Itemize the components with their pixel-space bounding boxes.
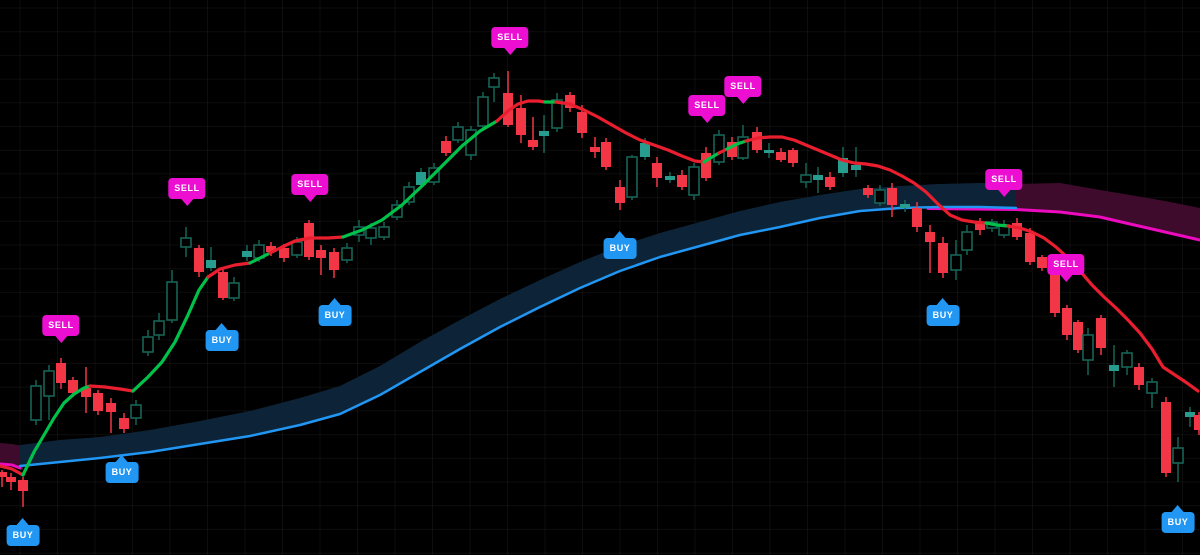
blue-band-line [18,205,1018,468]
buy-signal-marker[interactable]: BUY [318,305,352,326]
pink-band-line [926,207,1200,242]
sell-signal-marker[interactable]: SELL [168,178,206,199]
buy-signal-marker[interactable]: BUY [6,525,40,546]
buy-signal-marker[interactable]: BUY [1161,512,1195,533]
sell-signal-marker[interactable]: SELL [1047,254,1085,275]
sell-signal-marker[interactable]: SELL [42,315,80,336]
buy-signal-marker[interactable]: BUY [205,330,239,351]
sell-signal-marker[interactable]: SELL [291,174,329,195]
sell-signal-marker[interactable]: SELL [985,169,1023,190]
blue-trend-band [18,183,1018,468]
sell-signal-marker[interactable]: SELL [724,76,762,97]
trend-ma-line [0,99,1200,477]
pink-band-line-left [0,462,22,470]
buy-signal-marker[interactable]: BUY [105,462,139,483]
sell-signal-marker[interactable]: SELL [491,27,529,48]
buy-signal-marker[interactable]: BUY [603,238,637,259]
sell-signal-marker[interactable]: SELL [688,95,726,116]
buy-signal-marker[interactable]: BUY [926,305,960,326]
